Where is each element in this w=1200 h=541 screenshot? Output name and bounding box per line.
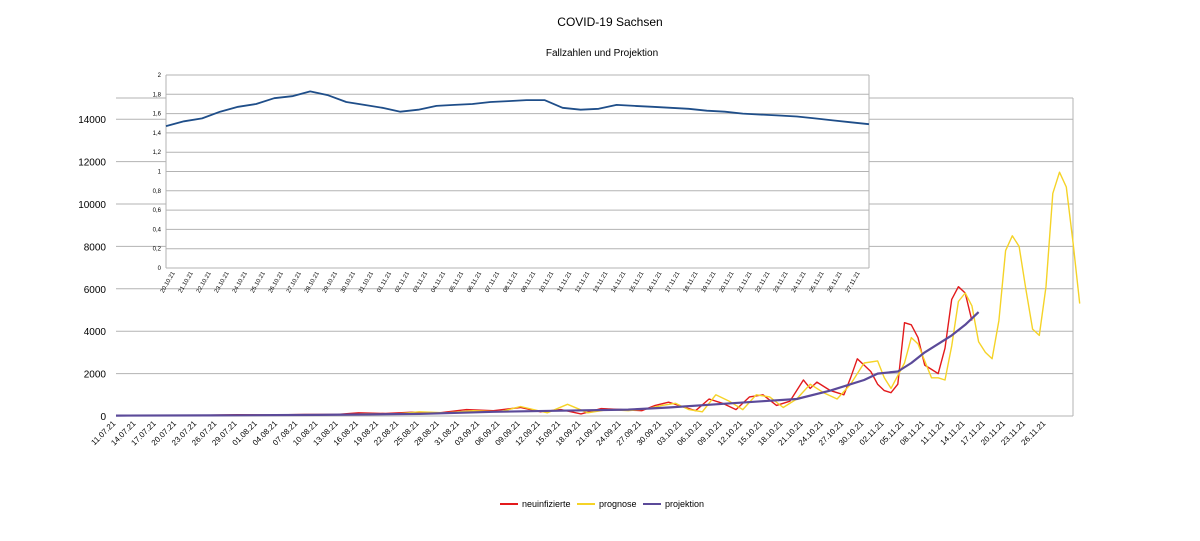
inset-x-tick-label: 29.10.21 bbox=[322, 270, 339, 294]
main-y-tick-label: 0 bbox=[100, 412, 106, 423]
inset-x-tick-label: 13.11.21 bbox=[593, 270, 610, 293]
inset-y-tick-label: 1,2 bbox=[153, 150, 162, 156]
inset-x-tick-label: 08.11.21 bbox=[503, 270, 520, 293]
inset-x-tick-label: 01.11.21 bbox=[376, 270, 393, 293]
inset-x-tick-label: 09.11.21 bbox=[521, 270, 538, 293]
inset-x-tick-label: 27.11.21 bbox=[845, 270, 862, 293]
inset-x-tick-label: 21.11.21 bbox=[737, 270, 754, 293]
inset-x-tick-label: 16.11.21 bbox=[647, 270, 664, 293]
inset-x-tick-label: 07.11.21 bbox=[485, 270, 502, 293]
inset-gridlines bbox=[165, 74, 870, 269]
inset-x-tick-label: 15.11.21 bbox=[629, 270, 646, 293]
inset-y-tick-label: 0,8 bbox=[153, 189, 162, 195]
inset-y-tick-label: 0,2 bbox=[153, 247, 162, 253]
inset-x-tick-label: 10.11.21 bbox=[539, 270, 556, 293]
inset-x-tick-labels: 20.10.21 21.10.21 22.10.21 23.10.21 24.10.21… bbox=[160, 270, 862, 294]
inset-y-tick-label: 1,6 bbox=[153, 112, 162, 118]
chart-subtitle: Fallzahlen und Projektion bbox=[546, 48, 658, 59]
inset-x-tick-label: 24.10.21 bbox=[232, 270, 249, 294]
inset-x-tick-label: 20.11.21 bbox=[719, 270, 736, 293]
inset-chart: 00,20,40,60,811,21,41,61,82 20.10.21 21.1… bbox=[153, 73, 870, 294]
main-series-lines bbox=[115, 171, 1081, 417]
series-line-projektion bbox=[115, 311, 980, 417]
main-y-tick-label: 2000 bbox=[84, 370, 107, 381]
inset-x-tick-label: 25.11.21 bbox=[809, 270, 826, 293]
inset-x-tick-label: 24.11.21 bbox=[791, 270, 808, 293]
legend-label-projektion: projektion bbox=[665, 499, 704, 509]
inset-y-tick-label: 2 bbox=[158, 73, 162, 79]
inset-x-tick-label: 11.11.21 bbox=[557, 270, 574, 293]
inset-x-tick-label: 06.11.21 bbox=[467, 270, 484, 293]
inset-y-tick-label: 0 bbox=[158, 266, 162, 272]
inset-x-tick-label: 14.11.21 bbox=[611, 270, 628, 293]
inset-x-tick-label: 26.11.21 bbox=[827, 270, 844, 293]
chart-title: COVID-19 Sachsen bbox=[557, 15, 662, 29]
inset-y-tick-label: 1,4 bbox=[153, 131, 162, 137]
inset-y-tick-label: 1 bbox=[158, 170, 162, 176]
main-y-tick-label: 8000 bbox=[84, 242, 107, 253]
main-y-tick-label: 10000 bbox=[78, 200, 106, 211]
inset-series-line bbox=[165, 90, 870, 127]
inset-x-tick-label: 22.10.21 bbox=[196, 270, 213, 294]
inset-x-tick-label: 19.11.21 bbox=[701, 270, 718, 293]
inset-x-tick-label: 17.11.21 bbox=[665, 270, 682, 293]
main-y-tick-label: 4000 bbox=[84, 327, 107, 338]
inset-x-tick-label: 23.10.21 bbox=[214, 270, 231, 294]
inset-series-line bbox=[165, 90, 870, 127]
inset-x-tick-label: 12.11.21 bbox=[575, 270, 592, 293]
inset-x-tick-label: 02.11.21 bbox=[394, 270, 411, 293]
inset-y-tick-label: 1,8 bbox=[153, 92, 162, 98]
main-y-tick-labels: 0 2000 4000 6000 8000 10000 12000 14000 bbox=[78, 115, 106, 423]
inset-x-tick-label: 28.10.21 bbox=[304, 270, 321, 294]
inset-y-tick-labels: 0 0,2 0,4 0,6 0,8 1 1,2 1,4 1,6 1,8 2 bbox=[153, 73, 162, 272]
main-y-tick-label: 12000 bbox=[78, 158, 106, 169]
inset-x-tick-label: 27.10.21 bbox=[286, 270, 303, 294]
inset-y-tick-label: 0,4 bbox=[153, 227, 162, 233]
main-x-tick-labels: 11.07.2114.07.2117.07.2120.07.2123.07.21… bbox=[89, 419, 1047, 448]
inset-x-tick-label: 21.10.21 bbox=[178, 270, 195, 294]
inset-y-tick-label: 0,6 bbox=[153, 208, 162, 214]
inset-x-tick-label: 26.10.21 bbox=[268, 270, 285, 294]
inset-x-tick-label: 25.10.21 bbox=[250, 270, 267, 294]
inset-x-tick-label: 30.10.21 bbox=[340, 270, 357, 294]
inset-x-tick-label: 05.11.21 bbox=[448, 270, 465, 293]
inset-x-tick-label: 22.11.21 bbox=[755, 270, 772, 293]
inset-x-tick-label: 23.11.21 bbox=[773, 270, 790, 293]
inset-x-tick-label: 20.10.21 bbox=[160, 270, 177, 294]
legend: neuinfizierte prognose projektion bbox=[500, 499, 704, 509]
inset-x-tick-label: 04.11.21 bbox=[430, 270, 447, 293]
inset-x-tick-label: 03.11.21 bbox=[412, 270, 429, 293]
inset-x-tick-label: 31.10.21 bbox=[358, 270, 375, 294]
main-y-tick-label: 6000 bbox=[84, 285, 107, 296]
inset-x-tick-label: 18.11.21 bbox=[683, 270, 700, 293]
main-y-tick-label: 14000 bbox=[78, 115, 106, 126]
series-line-neuinfizierte bbox=[115, 286, 973, 417]
legend-label-prognose: prognose bbox=[599, 499, 637, 509]
legend-label-neuinfizierte: neuinfizierte bbox=[522, 499, 571, 509]
